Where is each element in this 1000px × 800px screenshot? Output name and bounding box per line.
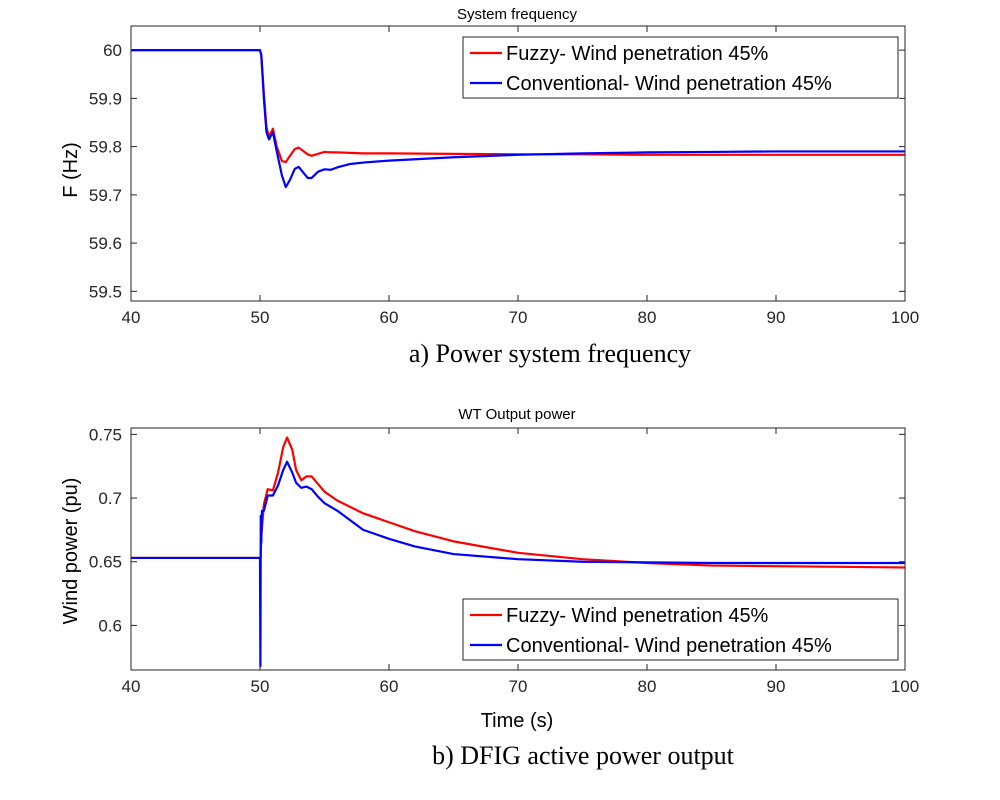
y-tick-label-b: 0.6 xyxy=(98,616,122,635)
x-tick-label-a: 70 xyxy=(509,308,528,327)
y-tick-label-a: 59.6 xyxy=(89,234,122,253)
x-tick-label-b: 80 xyxy=(638,677,657,696)
x-tick-label-a: 100 xyxy=(891,308,919,327)
x-tick-label-b: 100 xyxy=(891,677,919,696)
caption-a: a) Power system frequency xyxy=(409,339,691,368)
x-tick-label-a: 80 xyxy=(638,308,657,327)
x-tick-label-b: 70 xyxy=(509,677,528,696)
y-tick-label-a: 60 xyxy=(103,41,122,60)
chart-system-frequency: 40 50 60 70 80 90 100 59.5 59.6 59.7 59.8 59.9 60 Sy… xyxy=(60,6,919,368)
legend-a: Fuzzy- Wind penetration 45% Conventional… xyxy=(462,36,899,99)
x-tick-label-b: 90 xyxy=(767,677,786,696)
series-line-conventional-a xyxy=(131,49,905,189)
y-tick-label-b: 0.65 xyxy=(89,553,122,572)
series-line-fuzzy-b xyxy=(131,436,905,569)
y-tick-label-b: 0.75 xyxy=(89,425,122,444)
chart-title-a: System frequency xyxy=(457,6,578,23)
legend-b: Fuzzy- Wind penetration 45% Conventional… xyxy=(462,598,899,661)
caption-b: b) DFIG active power output xyxy=(432,741,735,770)
y-tick-label-a: 59.5 xyxy=(89,282,122,301)
legend-label-fuzzy-a: Fuzzy- Wind penetration 45% xyxy=(506,43,769,65)
y-axis-label-a: F (Hz) xyxy=(60,142,82,198)
x-tick-label-a: 50 xyxy=(251,308,270,327)
legend-label-conventional-a: Conventional- Wind penetration 45% xyxy=(506,73,832,95)
y-axis-label-b: Wind power (pu) xyxy=(60,478,82,625)
axis-frame-a xyxy=(130,25,906,302)
series-line-conventional-b xyxy=(131,460,905,668)
legend-label-conventional-b: Conventional- Wind penetration 45% xyxy=(506,635,832,657)
x-tick-label-a: 60 xyxy=(380,308,399,327)
axis-frame-b xyxy=(130,427,906,671)
y-tick-label-a: 59.8 xyxy=(89,138,122,157)
y-tick-label-b: 0.7 xyxy=(98,489,122,508)
x-tick-label-b: 40 xyxy=(122,677,141,696)
y-tick-label-a: 59.7 xyxy=(89,186,122,205)
x-tick-label-a: 90 xyxy=(767,308,786,327)
chart-wt-output-power: 40 50 60 70 80 90 100 0.6 0.65 0.7 0.75 WT Output … xyxy=(60,406,919,770)
x-tick-label-b: 50 xyxy=(251,677,270,696)
x-tick-label-a: 40 xyxy=(122,308,141,327)
legend-label-fuzzy-b: Fuzzy- Wind penetration 45% xyxy=(506,605,769,627)
x-tick-label-b: 60 xyxy=(380,677,399,696)
x-axis-label-b: Time (s) xyxy=(481,710,554,732)
legend-box-a xyxy=(462,36,899,99)
y-tick-label-a: 59.9 xyxy=(89,89,122,108)
legend-box-b xyxy=(462,598,899,661)
chart-title-b: WT Output power xyxy=(458,406,575,423)
